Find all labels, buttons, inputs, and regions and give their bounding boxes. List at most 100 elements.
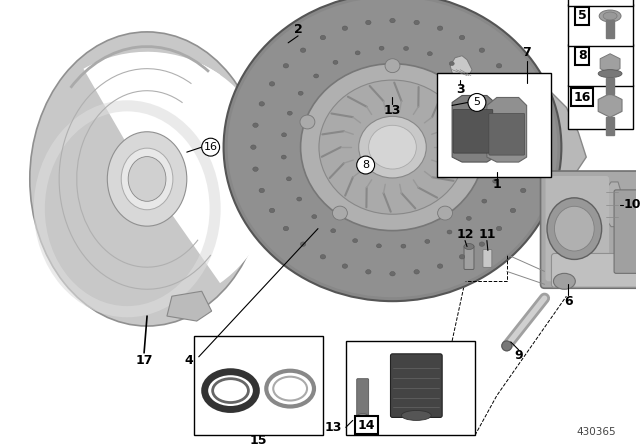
Text: 430365: 430365: [577, 427, 616, 437]
Ellipse shape: [460, 254, 465, 259]
Polygon shape: [487, 98, 527, 162]
Ellipse shape: [319, 80, 466, 214]
Ellipse shape: [401, 410, 431, 420]
Ellipse shape: [449, 61, 454, 65]
Ellipse shape: [353, 239, 358, 243]
Ellipse shape: [599, 10, 621, 22]
Ellipse shape: [529, 145, 534, 149]
Circle shape: [502, 341, 512, 351]
Ellipse shape: [479, 48, 484, 52]
FancyBboxPatch shape: [453, 109, 493, 153]
Text: 2: 2: [294, 23, 303, 36]
Ellipse shape: [603, 12, 617, 20]
Text: 10: 10: [623, 198, 640, 211]
Ellipse shape: [457, 185, 461, 188]
Ellipse shape: [379, 217, 383, 220]
Ellipse shape: [283, 64, 289, 68]
Ellipse shape: [253, 123, 258, 127]
Text: 5: 5: [578, 9, 587, 22]
Ellipse shape: [312, 215, 317, 219]
Ellipse shape: [332, 206, 348, 220]
Ellipse shape: [269, 208, 275, 213]
Ellipse shape: [287, 177, 291, 181]
Ellipse shape: [496, 64, 502, 68]
Ellipse shape: [467, 166, 471, 169]
Ellipse shape: [333, 60, 338, 65]
Ellipse shape: [483, 93, 488, 97]
Polygon shape: [604, 182, 621, 227]
Ellipse shape: [128, 157, 166, 201]
Ellipse shape: [300, 242, 306, 246]
Ellipse shape: [342, 26, 348, 30]
Circle shape: [356, 156, 374, 174]
Text: 13: 13: [324, 421, 342, 434]
FancyBboxPatch shape: [437, 73, 552, 177]
Ellipse shape: [520, 102, 526, 106]
Text: 9: 9: [515, 349, 523, 362]
Ellipse shape: [323, 185, 328, 188]
Polygon shape: [606, 20, 614, 38]
FancyBboxPatch shape: [568, 44, 633, 86]
Ellipse shape: [320, 254, 326, 259]
Ellipse shape: [369, 125, 417, 169]
Ellipse shape: [499, 135, 504, 139]
Circle shape: [489, 122, 499, 132]
Ellipse shape: [468, 76, 473, 80]
Ellipse shape: [365, 20, 371, 25]
Ellipse shape: [493, 113, 499, 117]
Ellipse shape: [482, 199, 487, 203]
Polygon shape: [363, 77, 397, 98]
FancyBboxPatch shape: [464, 246, 474, 269]
FancyBboxPatch shape: [346, 341, 475, 435]
Ellipse shape: [338, 90, 342, 94]
FancyBboxPatch shape: [545, 176, 609, 281]
Text: 13: 13: [384, 104, 401, 117]
Circle shape: [468, 94, 486, 112]
Ellipse shape: [379, 74, 383, 78]
Ellipse shape: [414, 270, 419, 274]
Ellipse shape: [300, 115, 315, 129]
Ellipse shape: [401, 244, 406, 248]
Polygon shape: [450, 56, 472, 82]
FancyBboxPatch shape: [568, 4, 633, 46]
Ellipse shape: [470, 145, 474, 149]
Text: 14: 14: [358, 419, 376, 432]
Polygon shape: [606, 78, 614, 94]
Ellipse shape: [390, 18, 396, 23]
Ellipse shape: [438, 206, 452, 220]
Ellipse shape: [251, 145, 256, 149]
Circle shape: [202, 138, 220, 156]
Ellipse shape: [297, 197, 301, 201]
Ellipse shape: [269, 82, 275, 86]
Ellipse shape: [355, 51, 360, 55]
Ellipse shape: [30, 32, 264, 326]
FancyBboxPatch shape: [552, 254, 640, 287]
Ellipse shape: [223, 0, 561, 301]
Ellipse shape: [479, 242, 484, 246]
Polygon shape: [167, 291, 212, 321]
Ellipse shape: [121, 148, 173, 210]
Ellipse shape: [442, 90, 447, 94]
Ellipse shape: [493, 179, 498, 183]
Ellipse shape: [464, 244, 474, 250]
Text: 7: 7: [522, 46, 531, 59]
Ellipse shape: [228, 0, 557, 297]
Ellipse shape: [547, 198, 602, 259]
Wedge shape: [147, 64, 275, 283]
Ellipse shape: [467, 125, 471, 129]
Ellipse shape: [423, 80, 428, 83]
Ellipse shape: [338, 200, 342, 203]
Text: 4: 4: [184, 354, 193, 367]
Ellipse shape: [499, 158, 504, 162]
Text: 16: 16: [204, 142, 218, 152]
Polygon shape: [606, 117, 614, 135]
Ellipse shape: [365, 270, 371, 274]
Ellipse shape: [510, 82, 516, 86]
Ellipse shape: [437, 26, 443, 30]
Text: 8: 8: [362, 160, 369, 170]
Ellipse shape: [404, 47, 408, 51]
Ellipse shape: [496, 226, 502, 231]
FancyBboxPatch shape: [504, 174, 514, 190]
Ellipse shape: [499, 105, 554, 169]
Ellipse shape: [298, 91, 303, 95]
